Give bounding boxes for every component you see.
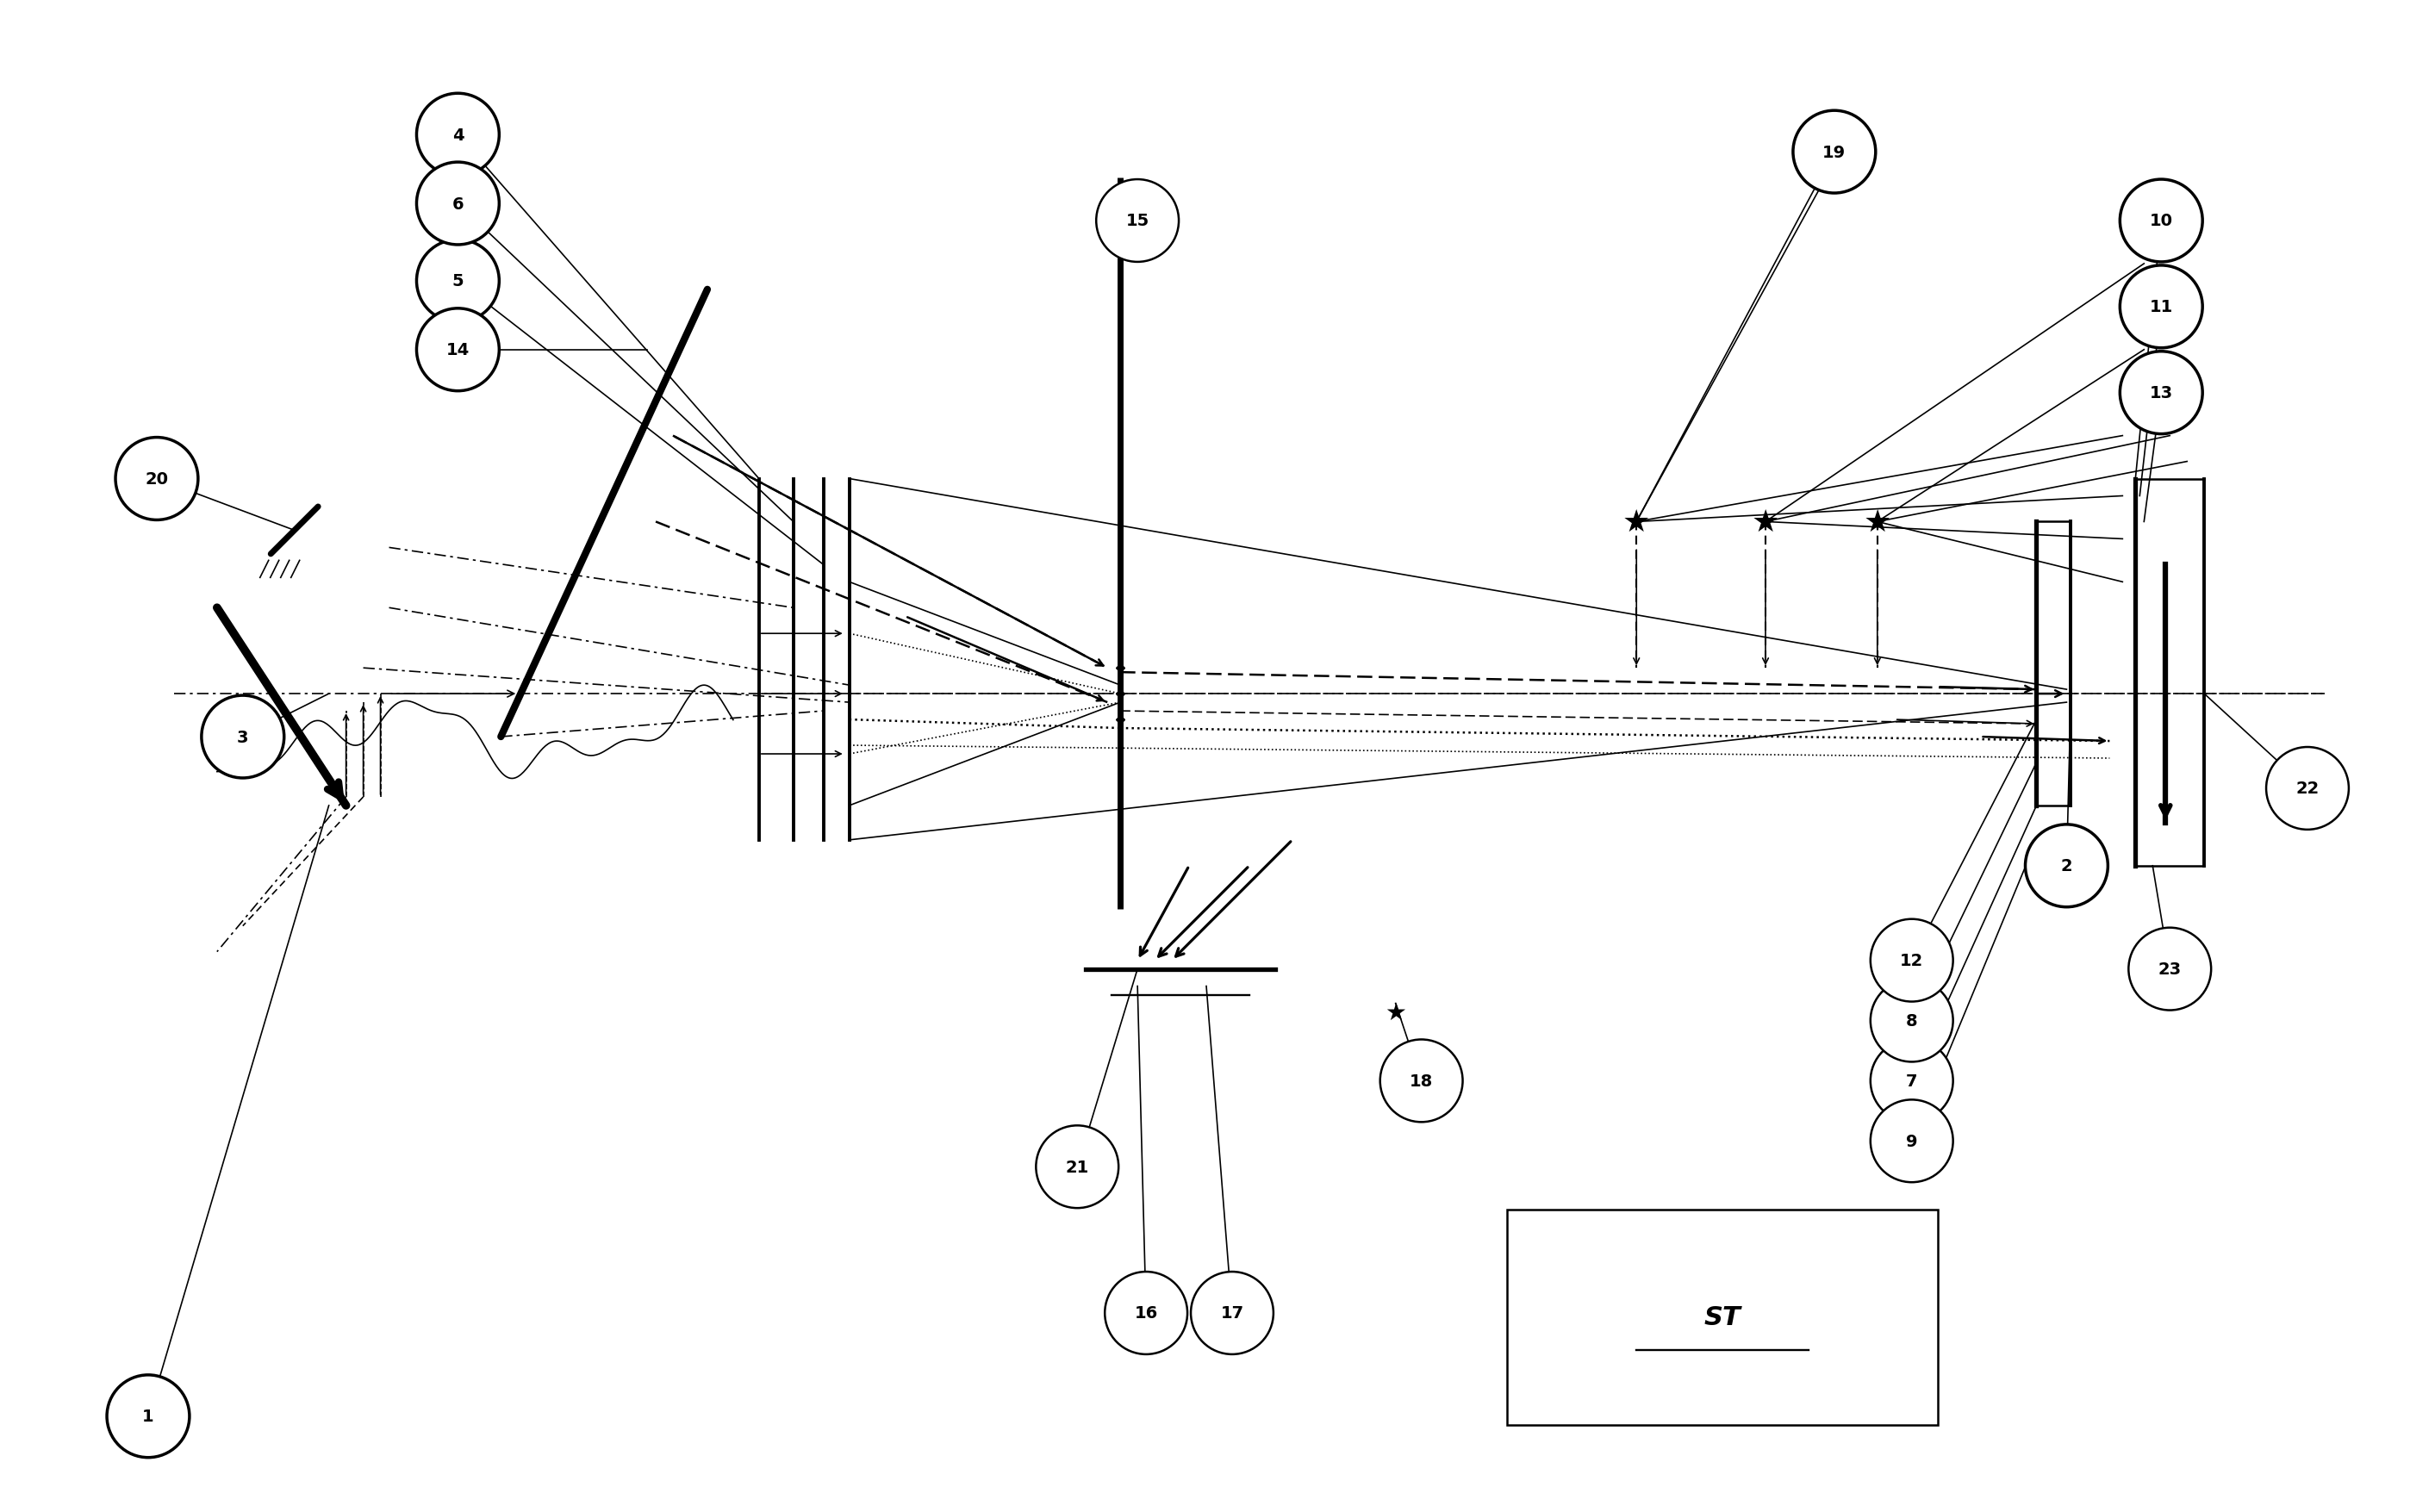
Text: 15: 15 bbox=[1125, 213, 1149, 230]
Circle shape bbox=[1870, 919, 1953, 1002]
Circle shape bbox=[107, 1374, 190, 1458]
Bar bbox=[1507, 1210, 1938, 1424]
Circle shape bbox=[2026, 824, 2109, 907]
Text: 20: 20 bbox=[146, 472, 168, 487]
Text: ★: ★ bbox=[1622, 508, 1651, 537]
Circle shape bbox=[1870, 1099, 1953, 1182]
Text: 12: 12 bbox=[1899, 953, 1924, 969]
Circle shape bbox=[416, 94, 499, 177]
Circle shape bbox=[202, 696, 285, 779]
Text: 11: 11 bbox=[2150, 299, 2172, 316]
Text: 19: 19 bbox=[1824, 144, 1846, 160]
Circle shape bbox=[1105, 1272, 1188, 1355]
Circle shape bbox=[1035, 1125, 1118, 1208]
Text: 1: 1 bbox=[141, 1408, 153, 1424]
Circle shape bbox=[1792, 112, 1875, 194]
Text: ★: ★ bbox=[1863, 508, 1892, 537]
Circle shape bbox=[416, 163, 499, 245]
Circle shape bbox=[2267, 747, 2350, 830]
Text: 13: 13 bbox=[2150, 386, 2172, 401]
Circle shape bbox=[114, 438, 197, 520]
Text: 5: 5 bbox=[453, 274, 463, 290]
Text: 6: 6 bbox=[453, 197, 463, 212]
Text: 23: 23 bbox=[2157, 962, 2182, 977]
Text: 2: 2 bbox=[2060, 857, 2072, 874]
Circle shape bbox=[1191, 1272, 1274, 1355]
Circle shape bbox=[2121, 266, 2204, 348]
Text: 16: 16 bbox=[1135, 1305, 1157, 1321]
Text: 18: 18 bbox=[1410, 1074, 1434, 1089]
Circle shape bbox=[1870, 980, 1953, 1061]
Text: 7: 7 bbox=[1907, 1074, 1916, 1089]
Text: 4: 4 bbox=[453, 127, 463, 144]
Circle shape bbox=[1381, 1040, 1463, 1122]
Circle shape bbox=[2121, 352, 2204, 434]
Text: ★: ★ bbox=[1751, 508, 1780, 537]
Circle shape bbox=[2121, 180, 2204, 263]
Text: 10: 10 bbox=[2150, 213, 2172, 230]
Text: 22: 22 bbox=[2296, 780, 2318, 797]
Text: ST: ST bbox=[1704, 1305, 1741, 1331]
Text: 3: 3 bbox=[236, 729, 248, 745]
Text: ★: ★ bbox=[1386, 999, 1407, 1024]
Circle shape bbox=[416, 308, 499, 392]
Circle shape bbox=[1096, 180, 1179, 263]
Circle shape bbox=[1870, 1040, 1953, 1122]
Text: 21: 21 bbox=[1067, 1158, 1088, 1175]
Text: 14: 14 bbox=[446, 342, 470, 358]
Text: 9: 9 bbox=[1907, 1132, 1916, 1149]
Text: 8: 8 bbox=[1907, 1013, 1919, 1030]
Text: 17: 17 bbox=[1220, 1305, 1244, 1321]
Circle shape bbox=[2128, 928, 2211, 1010]
Circle shape bbox=[416, 240, 499, 322]
